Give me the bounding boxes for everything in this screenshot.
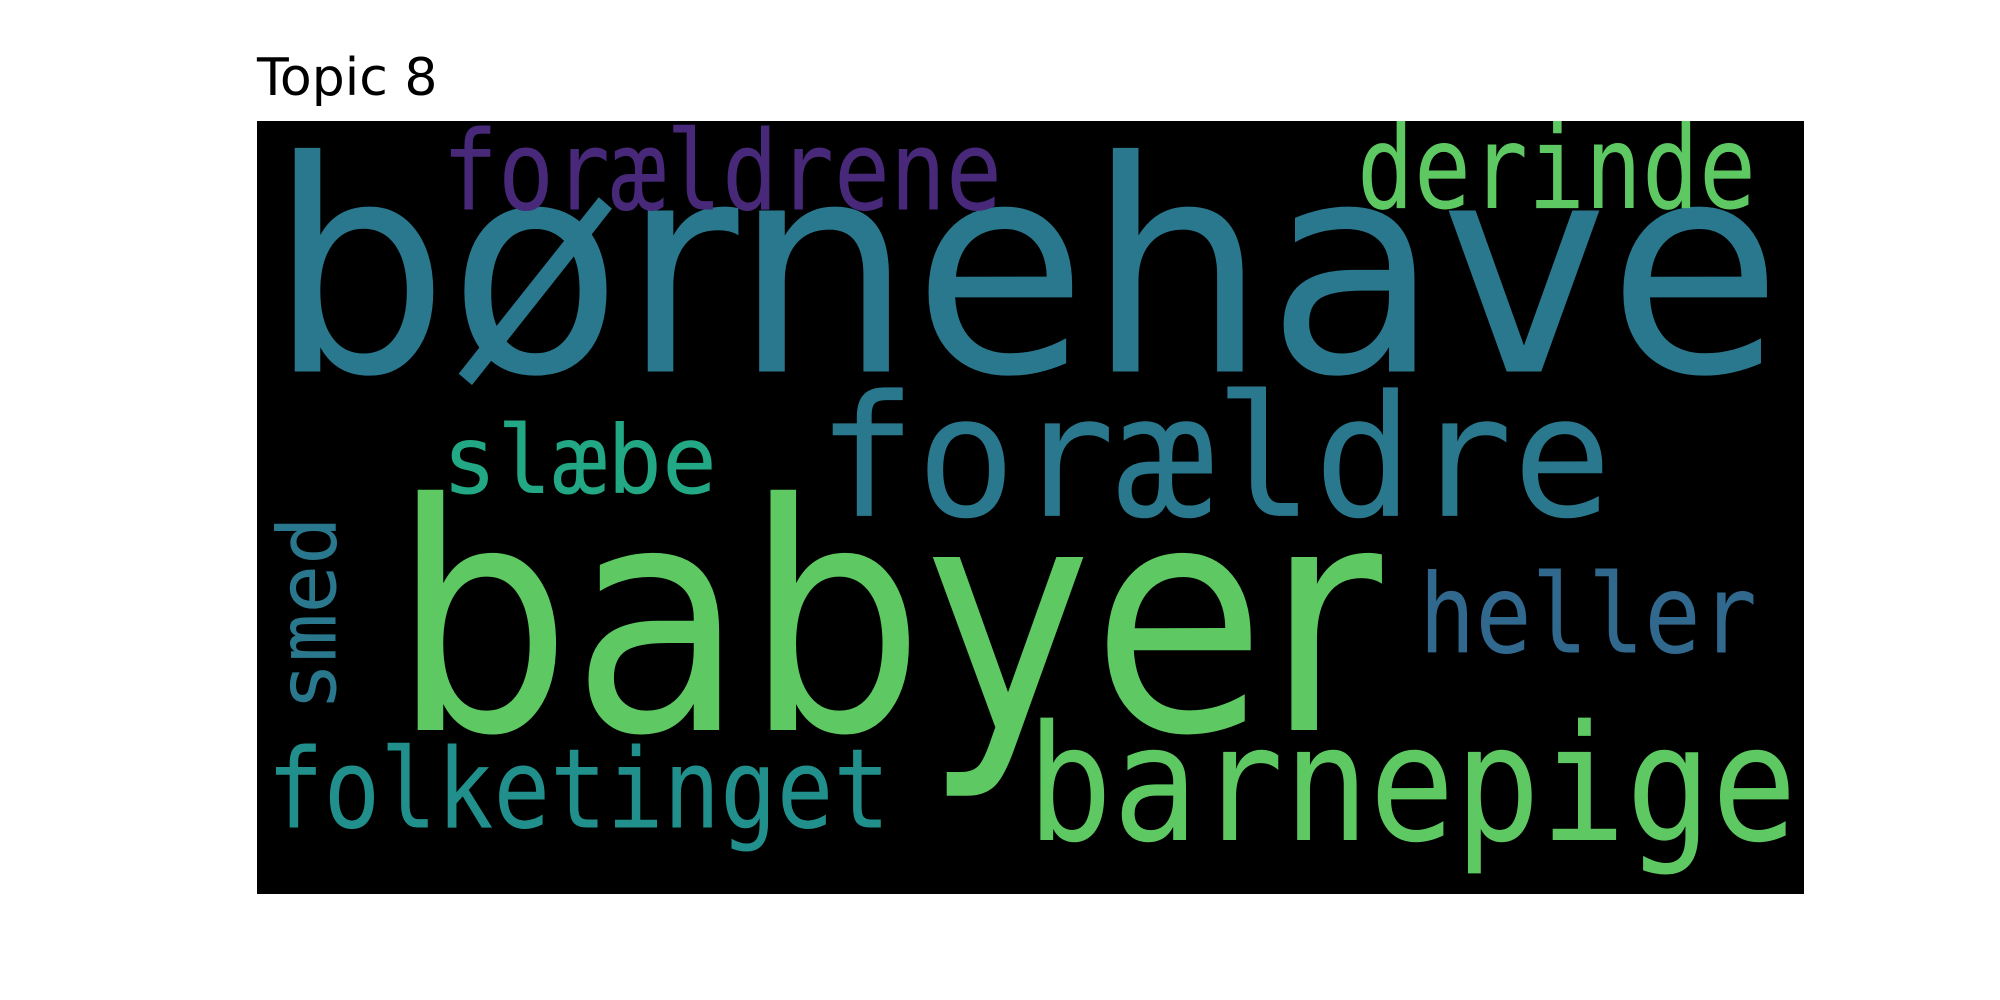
word-derinde: derinde (1357, 121, 1756, 236)
word-babyer: babyer (392, 436, 1385, 805)
word-forældre: forældre (817, 359, 1612, 556)
word-forældrene: forældrene (442, 121, 1002, 236)
chart-title: Topic 8 (257, 48, 438, 108)
word-cloud: børnehave babyer forældre barnepige derinde f… (257, 121, 1804, 894)
word-barnepige: barnepige (1027, 691, 1797, 878)
word-børnehave: børnehave (269, 121, 1782, 442)
word-slæbe: slæbe (442, 406, 717, 516)
word-smed: smed (261, 516, 355, 710)
word-heller: heller (1419, 551, 1757, 678)
word-folketinget: folketinget (267, 726, 890, 854)
